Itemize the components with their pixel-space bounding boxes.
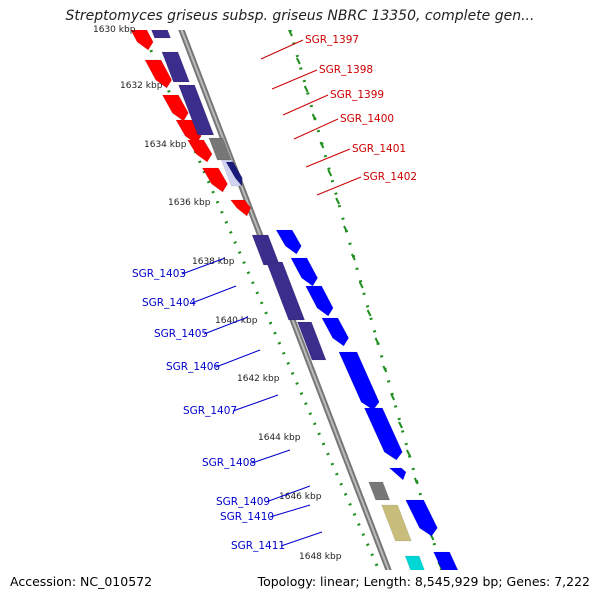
reverse-gene-block [364,407,403,461]
label-leader-line [293,118,339,140]
gene-label: SGR_1402 [363,171,417,183]
khaki-gene-block [381,504,412,542]
kbp-label: 1636 kbp [168,198,211,208]
tick-mark [319,141,325,149]
tick-mark [374,337,380,345]
tick-mark [406,449,411,457]
gene-label: SGR_1404 [142,297,196,309]
gene-labels: SGR_1397 SGR_1398 SGR_1399 SGR_1400 SGR_1401… [132,34,417,552]
gray-gene-block [368,481,391,501]
tick-mark [303,85,309,93]
reverse-gene-block [290,257,318,287]
gene-blocks [130,30,459,570]
homolog-block [297,321,327,361]
gene-label: SGR_1397 [305,34,359,46]
tick-mark [288,30,293,37]
gene-label: SGR_1403 [132,268,186,280]
label-leader-line [251,449,291,464]
reverse-gene-block [275,229,302,255]
tick-mark [413,477,419,485]
label-leader-line [265,485,311,503]
gene-label: SGR_1408 [202,457,256,469]
cyan-gene-block [404,555,425,570]
scale-line-left [140,30,381,570]
label-leader-line [271,69,318,90]
tick-mark [358,281,364,289]
reverse-gene-block [321,317,349,347]
reverse-gene-block [433,551,459,570]
label-leader-line [282,94,329,116]
gene-label: SGR_1410 [220,511,274,523]
kbp-label: 1634 kbp [144,140,187,150]
tick-mark [335,197,341,205]
tick-mark [295,57,301,65]
label-leader-line [203,316,249,335]
label-leader-line [269,504,311,518]
gene-label: SGR_1409 [216,496,270,508]
forward-gene-block [130,30,154,51]
kbp-label: 1648 kbp [299,552,342,562]
label-leader-line [215,349,261,368]
forward-gene-block [230,199,252,217]
forward-gene-block [144,59,173,89]
genome-summary: Topology: linear; Length: 8,545,929 bp; … [257,574,590,589]
forward-gene-block [201,167,228,193]
label-leader-line [232,394,279,412]
reverse-gene-block [338,351,380,411]
accession-label: Accession: NC_010572 [10,574,153,589]
kbp-label: 1646 kbp [279,492,322,502]
label-leader-line [181,257,226,275]
tick-mark [390,393,396,401]
gene-label: SGR_1405 [154,328,208,340]
label-leader-line [316,176,362,196]
tick-mark [398,421,403,429]
kbp-label: 1642 kbp [237,374,280,384]
gene-label: SGR_1407 [183,405,237,417]
tick-mark [350,253,356,261]
gene-label: SGR_1399 [330,89,384,101]
homolog-block [178,84,215,136]
tick-mark [382,365,388,373]
forward-gene-block [187,139,213,163]
tick-mark [446,590,449,596]
homolog-block [251,234,280,266]
reverse-gene-block [305,285,334,317]
reverse-gene-block [405,499,438,537]
pale-gene-block [220,159,242,187]
reverse-gene-block [388,467,407,481]
page-title: Streptomyces griseus subsp. griseus NBRC… [65,8,535,24]
gene-label: SGR_1401 [352,143,406,155]
gene-label: SGR_1398 [319,64,373,76]
label-leader-line [280,531,323,547]
homolog-block [161,51,190,83]
kbp-label: 1632 kbp [120,81,163,91]
kbp-label: 1630 kbp [93,25,136,35]
tick-mark [311,113,317,121]
gene-label: SGR_1411 [231,540,285,552]
homolog-block [151,30,171,39]
tick-mark [366,309,372,317]
label-leader-line [191,285,237,304]
label-leader-line [305,148,351,168]
gene-label: SGR_1406 [166,361,220,373]
gene-label: SGR_1400 [340,113,394,125]
tick-mark [327,169,333,177]
label-leader-line [260,39,304,60]
tick-mark [343,225,348,233]
homolog-block [266,261,306,321]
kbp-label: 1644 kbp [258,433,301,443]
navy-gene-block [225,161,243,187]
forward-gene-block [161,94,189,122]
